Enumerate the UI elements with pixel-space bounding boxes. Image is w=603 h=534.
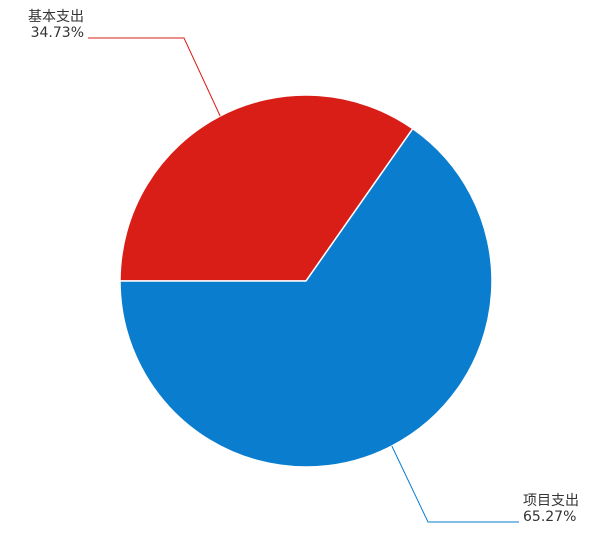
slice-label-basic-name: 基本支出 [28, 9, 84, 25]
slice-label-project: 项目支出 65.27% [523, 493, 601, 525]
pie-slices [119, 94, 493, 468]
leader-lines [88, 37, 519, 523]
leader-line-project [391, 445, 519, 523]
slice-label-project-name: 项目支出 [523, 493, 579, 509]
slice-label-basic: 基本支出 34.73% [6, 9, 84, 41]
slice-project [119, 127, 493, 468]
leader-line-basic [88, 37, 221, 117]
slice-label-project-value: 65.27% [523, 509, 577, 525]
slice-label-basic-value: 34.73% [30, 25, 84, 41]
